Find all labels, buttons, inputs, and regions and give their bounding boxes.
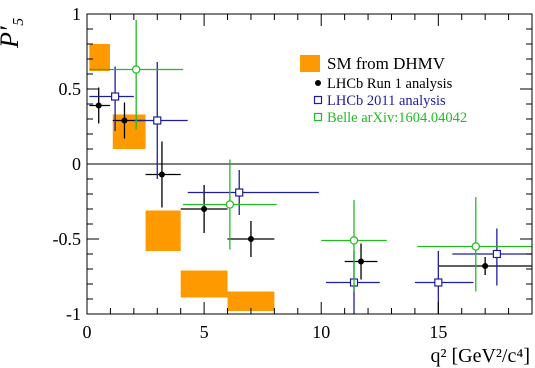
legend-label: LHCb 2011 analysis <box>327 93 446 109</box>
data-point <box>145 141 181 208</box>
point-marker <box>471 242 480 251</box>
y-axis-title: P′₅ <box>0 17 24 49</box>
sm-box-1 <box>112 114 146 149</box>
point-marker <box>235 188 244 197</box>
point-marker <box>201 206 208 212</box>
legend-marker <box>315 80 321 86</box>
legend-marker <box>313 112 323 122</box>
point-marker <box>225 200 235 209</box>
legend-marker <box>313 95 323 105</box>
point-marker <box>153 116 162 125</box>
y-axis-title-main: P′₅ <box>0 17 24 49</box>
point-marker <box>121 117 128 124</box>
data-point <box>89 66 134 131</box>
x-tick-label: 5 <box>200 322 209 342</box>
y-tick-label: 0.5 <box>59 79 82 99</box>
point-marker <box>95 102 102 109</box>
data-point <box>452 228 532 286</box>
series-2 <box>89 20 532 292</box>
point-marker <box>482 263 489 269</box>
point-marker <box>492 249 501 259</box>
sm-prediction-layer <box>89 44 275 311</box>
series-0 <box>89 87 532 280</box>
data-point <box>438 257 532 275</box>
data-point <box>89 87 110 124</box>
y-tick-label: 1 <box>72 4 81 24</box>
x-tick-label: 10 <box>312 322 330 342</box>
y-tick-label: 0 <box>72 154 81 174</box>
data-series-layer <box>89 20 532 314</box>
legend-sm-swatch <box>300 55 320 72</box>
data-point <box>414 251 474 314</box>
x-tick-label: 0 <box>83 322 92 342</box>
axis-ticks <box>86 13 533 315</box>
y-tick-label: -1 <box>66 304 81 324</box>
data-point <box>417 197 532 292</box>
series-1 <box>89 62 532 314</box>
legend-label: Belle arXiv:1604.04042 <box>327 110 467 126</box>
sm-box-2 <box>145 210 181 251</box>
data-point <box>325 251 380 314</box>
point-marker <box>131 65 141 74</box>
data-point <box>227 221 275 257</box>
point-marker <box>158 171 165 178</box>
axis-tick-labels: 0 5 10 15 -1 -0.5 0 0.5 1 <box>53 4 448 342</box>
sm-box-0 <box>89 44 110 71</box>
data-point <box>183 159 277 250</box>
data-point <box>344 243 378 280</box>
data-point <box>187 170 319 215</box>
x-tick-label: 15 <box>429 322 447 342</box>
point-marker <box>111 92 120 101</box>
point-marker <box>247 236 254 242</box>
data-point <box>321 200 387 292</box>
legend-label: LHCb Run 1 analysis <box>327 76 453 92</box>
x-axis-title: q² [GeV²/c⁴] <box>431 345 530 367</box>
point-marker <box>349 236 359 245</box>
sm-box-4 <box>227 291 275 311</box>
legend-sm-label: SM from DHMV <box>327 54 446 73</box>
sm-box-3 <box>180 270 228 298</box>
data-point <box>89 20 184 130</box>
y-tick-label: -0.5 <box>53 229 82 249</box>
point-marker <box>434 278 443 287</box>
point-marker <box>358 258 365 265</box>
data-point <box>133 62 188 179</box>
